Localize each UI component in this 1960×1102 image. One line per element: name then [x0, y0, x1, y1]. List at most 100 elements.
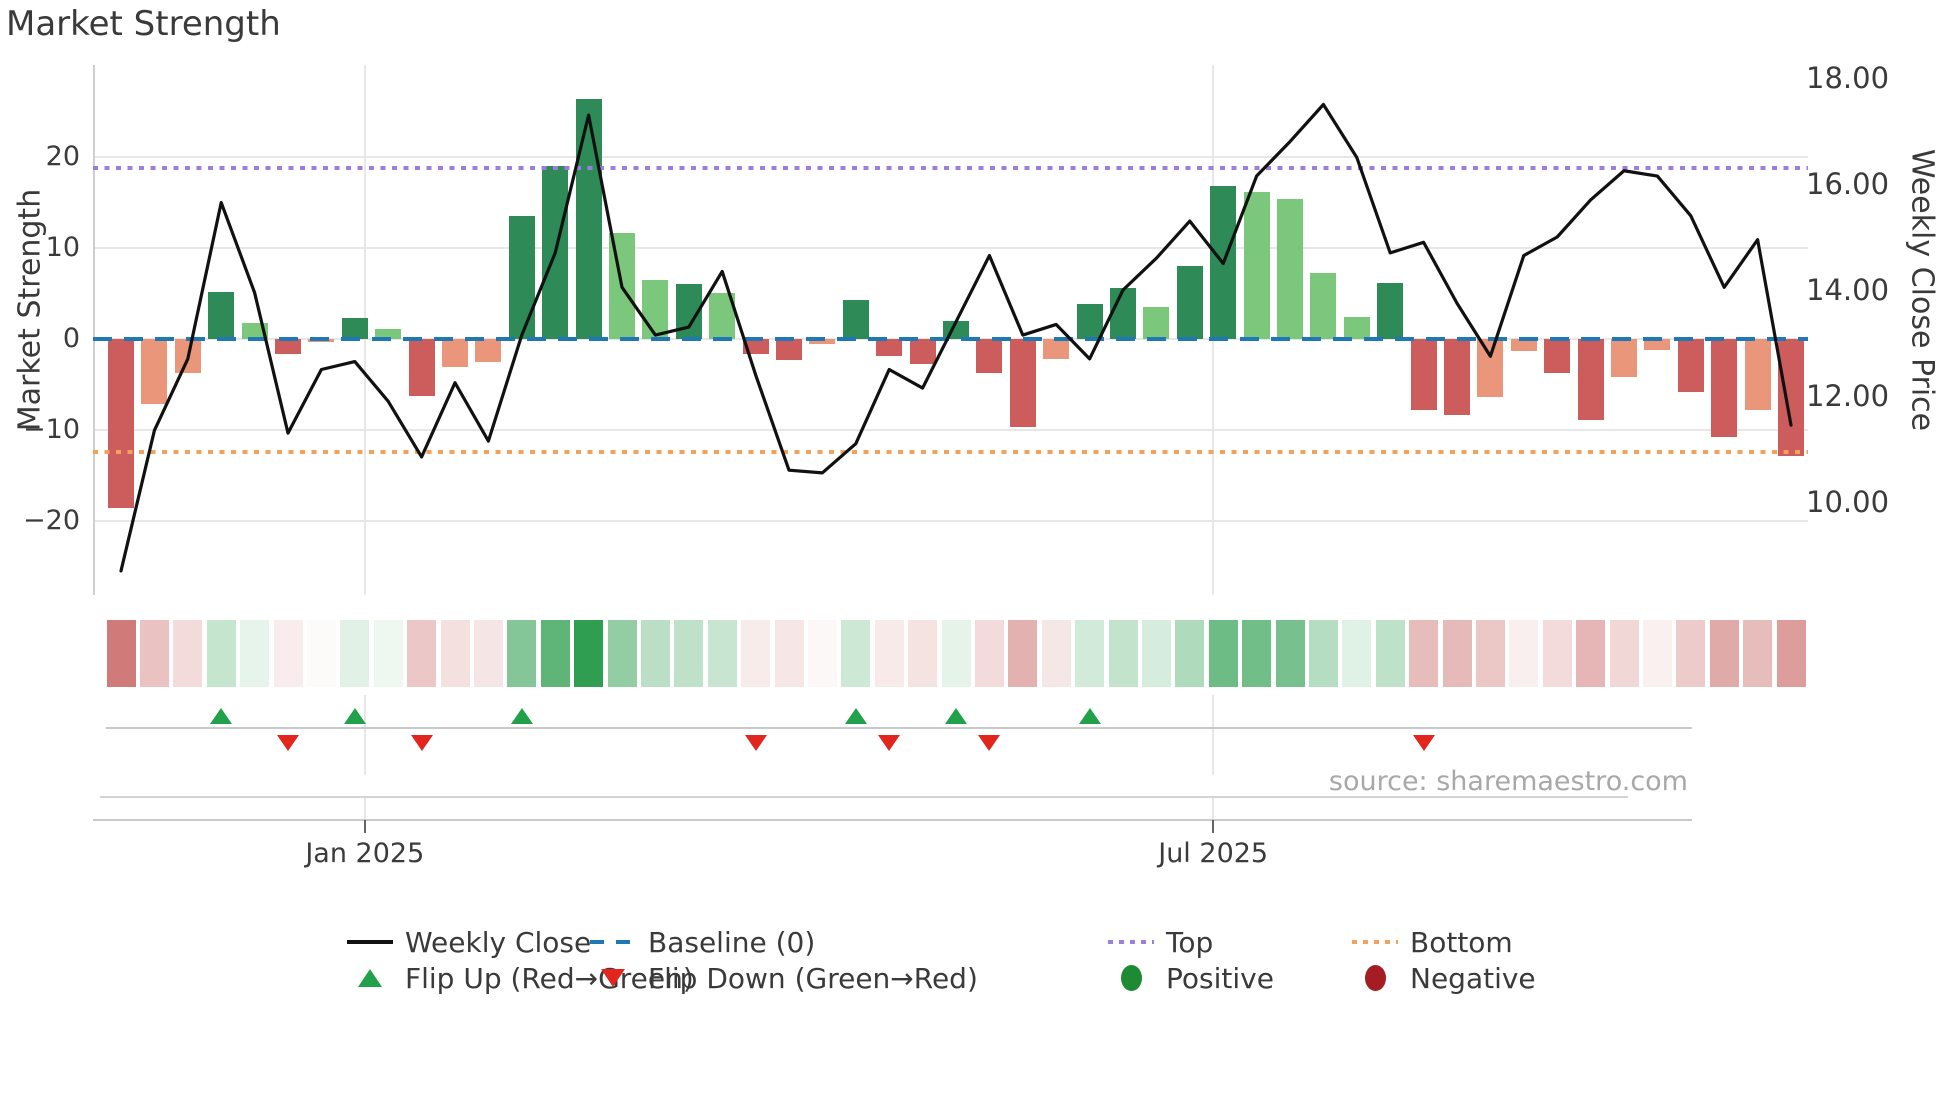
- date-axis-line: [93, 819, 1692, 821]
- right-axis-tick-label: 10.00: [1806, 485, 1890, 519]
- gridline-horizontal: [93, 247, 1808, 249]
- strength-bar: [675, 284, 702, 339]
- circle-darkred-swatch-icon: [1352, 961, 1398, 995]
- strength-bar: [1009, 339, 1036, 428]
- flip-down-marker: [744, 735, 767, 751]
- strength-bar: [141, 339, 168, 404]
- heatmap-cell: [1743, 620, 1773, 687]
- heatmap-cell: [240, 620, 270, 687]
- strength-bar: [1377, 283, 1404, 339]
- heatmap-cell: [874, 620, 904, 687]
- flip-down-marker: [277, 735, 299, 751]
- right-axis-tick-label: 12.00: [1806, 379, 1890, 413]
- strength-bar: [475, 339, 502, 362]
- flip-down-marker: [1412, 735, 1435, 751]
- strength-bar: [1677, 339, 1704, 392]
- strength-bar: [542, 166, 569, 339]
- heatmap-cell: [1609, 620, 1639, 687]
- strength-bar: [1611, 339, 1637, 378]
- strength-bar: [1778, 339, 1804, 457]
- heatmap-cell: [674, 620, 704, 687]
- heatmap-cell: [273, 620, 303, 687]
- strength-bar: [1477, 339, 1504, 398]
- heatmap-cell: [741, 620, 771, 687]
- heatmap-cell: [774, 620, 804, 687]
- legend-item: Top: [1108, 925, 1213, 959]
- heatmap-cell: [974, 620, 1004, 687]
- legend-item: Positive: [1108, 961, 1274, 995]
- strength-bar: [1577, 339, 1604, 420]
- heatmap-cell: [1342, 620, 1372, 687]
- heatmap-cell: [340, 620, 370, 687]
- flip-down-red-icon: [590, 961, 636, 995]
- strength-bar: [1310, 273, 1337, 339]
- heatmap-cell: [1175, 620, 1205, 687]
- strength-bar: [1176, 266, 1203, 339]
- strength-bar: [575, 98, 602, 339]
- separator-line: [100, 796, 1628, 798]
- heatmap-cell: [841, 620, 871, 687]
- strength-bar: [709, 292, 736, 339]
- strength-bar: [341, 318, 368, 339]
- gridline-vertical-flip-row: [1212, 695, 1214, 775]
- gridline-horizontal: [93, 156, 1808, 158]
- heatmap-cell: [1108, 620, 1138, 687]
- heatmap-cell: [473, 620, 503, 687]
- heatmap-cell: [507, 620, 537, 687]
- baseline-line: [93, 337, 1808, 341]
- heatmap-cell: [574, 620, 604, 687]
- circle-green-swatch-icon: [1108, 961, 1154, 995]
- strength-bar: [1110, 288, 1136, 339]
- gridline-vertical-source-row: [364, 797, 366, 820]
- heatmap-cell: [1008, 620, 1038, 687]
- right-axis-tick-label: 16.00: [1806, 167, 1890, 201]
- strength-bar: [1444, 339, 1470, 415]
- flip-up-marker: [844, 708, 867, 724]
- gridline-horizontal: [93, 520, 1808, 522]
- line-black-swatch-icon: [347, 925, 393, 959]
- strength-bar: [1410, 339, 1437, 410]
- strength-bar: [1343, 317, 1370, 339]
- strength-bar: [776, 339, 802, 360]
- flip-down-marker: [410, 735, 433, 751]
- heatmap-cell: [1642, 620, 1672, 687]
- legend-item-label: Flip Up (Red→Green): [405, 961, 694, 995]
- heatmap-cell: [440, 620, 470, 687]
- chart-title: Market Strength: [6, 4, 281, 44]
- strength-bar: [275, 339, 301, 354]
- flip-up-marker: [343, 708, 366, 724]
- flip-up-marker: [1078, 708, 1101, 724]
- legend-item: Negative: [1352, 961, 1536, 995]
- top-threshold-line: [93, 165, 1808, 170]
- heatmap-cell: [173, 620, 203, 687]
- legend-item-label: Flip Down (Green→Red): [648, 961, 978, 995]
- heatmap-cell: [640, 620, 670, 687]
- legend-item: Weekly Close: [347, 925, 591, 959]
- strength-bar: [1711, 339, 1738, 438]
- heatmap-cell: [373, 620, 403, 687]
- strength-bar: [408, 339, 435, 397]
- heatmap-cell: [941, 620, 971, 687]
- strength-bar: [108, 339, 134, 509]
- heatmap-cell: [1275, 620, 1305, 687]
- heatmap-cell: [707, 620, 737, 687]
- legend-item-label: Bottom: [1410, 925, 1513, 959]
- strength-bar: [1744, 339, 1771, 410]
- heatmap-cell: [1475, 620, 1505, 687]
- heatmap-cell: [540, 620, 570, 687]
- x-tick: [364, 820, 366, 833]
- left-axis-tick-label: −20: [23, 505, 80, 536]
- dash-blue-swatch-icon: [590, 925, 636, 959]
- legend-item-label: Baseline (0): [648, 925, 816, 959]
- flip-down-marker: [878, 735, 901, 751]
- left-axis-label: Market Strength: [12, 188, 48, 432]
- legend-item-label: Weekly Close: [405, 925, 592, 959]
- heatmap-cell: [607, 620, 637, 687]
- right-axis-tick-label: 14.00: [1806, 273, 1890, 307]
- flip-up-marker: [210, 708, 233, 724]
- strength-bar: [208, 291, 235, 339]
- heatmap-cell: [1308, 620, 1338, 687]
- legend-item: Baseline (0): [590, 925, 815, 959]
- strength-bar: [1544, 339, 1571, 373]
